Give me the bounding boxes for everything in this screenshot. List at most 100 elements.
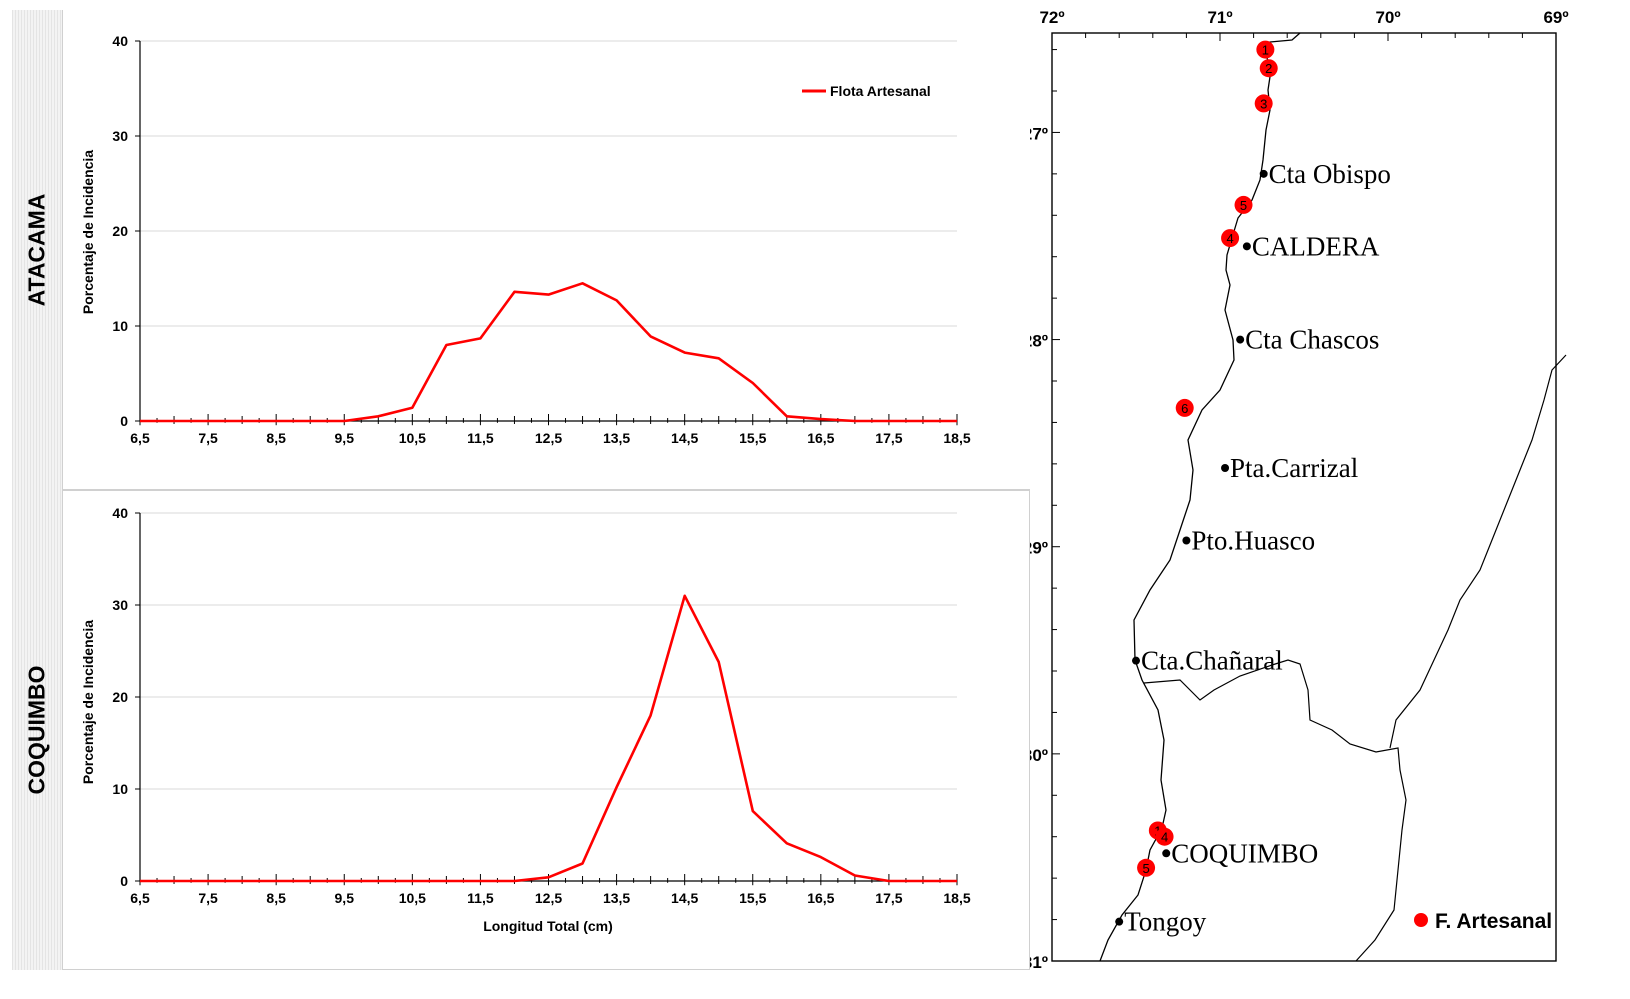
lat-label: 29º bbox=[1030, 539, 1048, 558]
series-line-flota-artesanal bbox=[140, 594, 957, 883]
lat-label: 31º bbox=[1030, 953, 1048, 972]
fishing-site-number: 2 bbox=[1265, 61, 1272, 76]
place-label: Tongoy bbox=[1124, 907, 1207, 937]
y-tick-label: 20 bbox=[112, 223, 128, 239]
fishing-markers: 123546145 bbox=[1137, 40, 1278, 877]
x-tick-label: 10,5 bbox=[399, 430, 426, 446]
x-tick-label: 6,5 bbox=[130, 890, 150, 906]
lat-label: 30º bbox=[1030, 746, 1048, 765]
length-frequency-charts: 0 10 20 30 40 6,5 7,5 8,5 9,5 10,5 11,5 12,5 13,5 14,… bbox=[80, 33, 971, 934]
places: Cta Obispo CALDERA Cta Chascos Pta.Carrizal… bbox=[1115, 159, 1391, 937]
map-legend: F. Artesanal bbox=[1414, 910, 1552, 933]
x-tick-label: 9,5 bbox=[335, 430, 355, 446]
fishing-site-marker bbox=[1155, 827, 1174, 846]
place-dot bbox=[1132, 656, 1140, 665]
fishing-site-number: 3 bbox=[1260, 96, 1267, 111]
y-tick-label: 40 bbox=[112, 33, 128, 49]
place-dot bbox=[1115, 917, 1124, 926]
y-tick-label: 10 bbox=[112, 781, 128, 797]
coastline-path bbox=[1099, 32, 1301, 962]
x-tick-label: 18,5 bbox=[943, 430, 970, 446]
x-tick-label: 13,5 bbox=[603, 890, 630, 906]
place-dot bbox=[1242, 242, 1251, 251]
x-tick-label: 15,5 bbox=[739, 890, 766, 906]
x-tick-label: 14,5 bbox=[671, 430, 698, 446]
place-label: COQUIMBO bbox=[1171, 838, 1318, 868]
x-tick-label: 12,5 bbox=[535, 890, 562, 906]
place-label: Cta Chascos bbox=[1245, 325, 1379, 355]
region-bar-atacama: ATACAMA bbox=[12, 10, 62, 490]
x-tick-label: 6,5 bbox=[130, 430, 150, 446]
x-tick-label: 8,5 bbox=[266, 430, 286, 446]
x-axis-label-coquimbo: Longitud Total (cm) bbox=[483, 918, 613, 934]
x-tick-label: 11,5 bbox=[467, 430, 494, 446]
legend-label-flota-artesanal: Flota Artesanal bbox=[830, 83, 931, 99]
y-tick-label: 0 bbox=[120, 413, 128, 429]
y-tick-label: 0 bbox=[120, 873, 128, 889]
place-dot bbox=[1182, 536, 1191, 545]
lat-label: 28º bbox=[1030, 332, 1048, 351]
fishing-site-number: 1 bbox=[1262, 43, 1269, 58]
lat-label: 27º bbox=[1030, 124, 1048, 143]
fishing-site-marker bbox=[1254, 94, 1273, 113]
x-tick-label: 18,5 bbox=[943, 890, 970, 906]
chart-atacama: 0 10 20 30 40 6,5 7,5 8,5 9,5 10,5 11,5 12,5 13,5 14,… bbox=[80, 33, 971, 446]
place-label: Pta.Carrizal bbox=[1230, 453, 1358, 483]
place-dot bbox=[1236, 335, 1245, 344]
place-label: Cta Obispo bbox=[1269, 159, 1391, 189]
y-tick-label: 30 bbox=[112, 597, 128, 613]
panel-frame-atacama bbox=[62, 10, 1030, 490]
chart-coquimbo: 0 10 20 30 40 6,5 7,5 8,5 9,5 10,5 11,5 12,5 13,5 14,… bbox=[80, 505, 971, 934]
x-tick-label: 14,5 bbox=[671, 890, 698, 906]
map-legend-marker bbox=[1414, 913, 1428, 927]
y-tick-label: 30 bbox=[112, 128, 128, 144]
fishing-site-number: 6 bbox=[1181, 401, 1188, 416]
place-label: CALDERA bbox=[1252, 231, 1380, 261]
x-tick-label: 10,5 bbox=[399, 890, 426, 906]
fishing-site-number: 4 bbox=[1226, 231, 1233, 246]
lon-label: 72º bbox=[1039, 8, 1064, 27]
x-tick-label: 17,5 bbox=[875, 890, 902, 906]
fishing-site-marker bbox=[1259, 59, 1278, 78]
map-frame bbox=[1051, 32, 1557, 962]
series-line-flota-artesanal bbox=[140, 281, 957, 423]
lon-label: 69º bbox=[1543, 8, 1568, 27]
region-bar-coquimbo: COQUIMBO bbox=[12, 490, 62, 970]
x-tick-label: 17,5 bbox=[875, 430, 902, 446]
coastline-map: 72º 71º 70º 69º 27º 28º 29º 30º 31º Cta Obispo CA… bbox=[1030, 8, 1569, 972]
fishing-site-number: 5 bbox=[1240, 198, 1247, 213]
x-tick-label: 8,5 bbox=[266, 890, 286, 906]
lon-label: 71º bbox=[1207, 8, 1232, 27]
fishing-site-marker bbox=[1175, 398, 1194, 417]
legend-atacama: Flota Artesanal bbox=[802, 83, 931, 99]
x-tick-label: 15,5 bbox=[739, 430, 766, 446]
y-axis-label-atacama: Porcentaje de Incidencia bbox=[80, 150, 96, 314]
y-axis-label-coquimbo: Porcentaje de Incidencia bbox=[80, 620, 96, 784]
x-tick-label: 16,5 bbox=[807, 430, 834, 446]
place-dot bbox=[1162, 849, 1171, 858]
place-dot bbox=[1259, 169, 1268, 178]
eastern-border-line bbox=[1389, 354, 1567, 749]
place-label: Pto.Huasco bbox=[1191, 526, 1315, 556]
x-tick-label: 7,5 bbox=[198, 890, 218, 906]
border-line bbox=[1143, 659, 1407, 962]
x-tick-label: 7,5 bbox=[198, 430, 218, 446]
coastline bbox=[1099, 32, 1567, 962]
fishing-site-marker bbox=[1256, 40, 1275, 59]
fishing-site-number: 5 bbox=[1142, 861, 1149, 876]
x-tick-label: 9,5 bbox=[335, 890, 355, 906]
x-tick-label: 13,5 bbox=[603, 430, 630, 446]
place-label: Cta.Chañaral bbox=[1141, 646, 1283, 676]
x-tick-label: 11,5 bbox=[467, 890, 494, 906]
y-tick-label: 10 bbox=[112, 318, 128, 334]
panel-frame-coquimbo bbox=[62, 490, 1030, 970]
fishing-site-marker bbox=[1234, 195, 1253, 214]
place-dot bbox=[1221, 464, 1230, 472]
y-tick-label: 20 bbox=[112, 689, 128, 705]
fishing-site-number: 4 bbox=[1161, 830, 1168, 845]
fishing-site-marker bbox=[1221, 229, 1240, 248]
y-tick-label: 40 bbox=[112, 505, 128, 521]
map-legend-label: F. Artesanal bbox=[1435, 910, 1552, 933]
x-tick-label: 16,5 bbox=[807, 890, 834, 906]
fishing-site-marker bbox=[1137, 858, 1156, 877]
